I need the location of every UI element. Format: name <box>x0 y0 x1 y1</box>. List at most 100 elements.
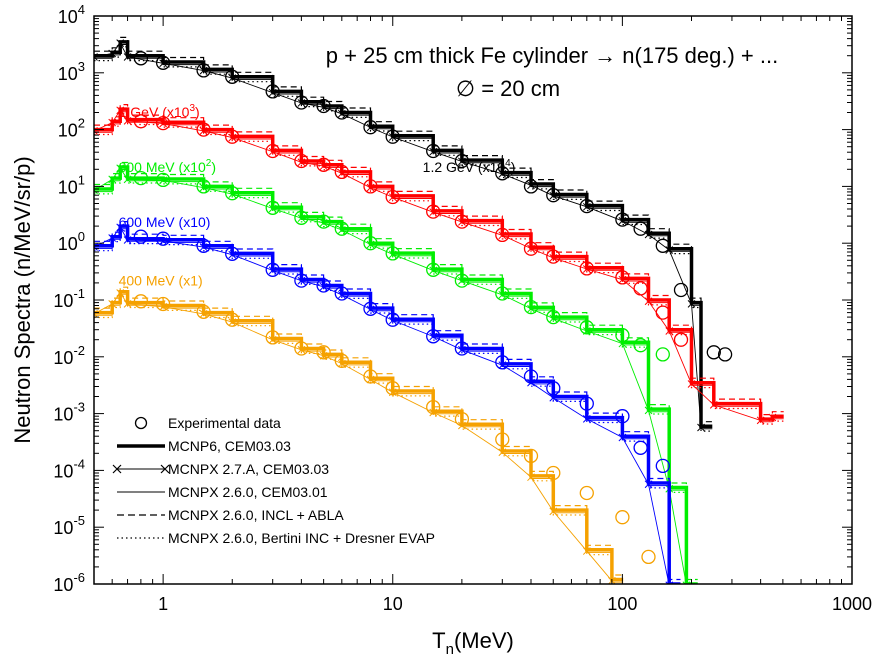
experimental-point <box>265 330 280 345</box>
experimental-point <box>615 409 630 424</box>
legend-cross-marker <box>112 464 122 474</box>
legend-label: MCNPX 2.6.0, Bertini INC + Dresner EVAP <box>168 530 435 546</box>
legend-item: MCNPX 2.6.0, CEM03.01 <box>117 484 328 500</box>
experimental-point <box>615 328 630 343</box>
experimental-point <box>334 353 349 368</box>
model-bertini-line <box>94 296 624 584</box>
x-axis-label: Tn(MeV) <box>432 628 514 658</box>
legend-item: Experimental data <box>134 415 281 431</box>
series-1 <box>94 104 784 425</box>
experimental-point <box>655 458 670 474</box>
series-label: 600 MeV (x10) <box>119 214 211 230</box>
series-label: 1.2 GeV (x104) <box>423 158 516 175</box>
experimental-point <box>363 236 378 251</box>
model-mcnp6-line <box>94 224 681 584</box>
experimental-point <box>363 301 378 316</box>
model-mcnpx260-line <box>94 44 713 430</box>
y-tick-label: 10-4 <box>53 456 85 481</box>
model-mcnp6-line <box>94 107 784 421</box>
experimental-point <box>454 411 470 427</box>
experimental-point <box>155 115 171 131</box>
experimental-point <box>155 231 171 246</box>
experimental-point <box>495 432 510 447</box>
experimental-point <box>546 249 561 264</box>
experimental-point <box>426 204 441 219</box>
experimental-point <box>155 296 171 312</box>
experimental-point <box>385 381 400 396</box>
experimental-point <box>579 320 594 335</box>
experimental-point <box>673 282 689 298</box>
experimental-point <box>633 440 648 455</box>
chart-title-line2: ∅ = 20 cm <box>456 76 560 101</box>
y-tick-label: 100 <box>58 229 85 254</box>
experimental-point <box>615 212 630 227</box>
experimental-point <box>454 214 470 229</box>
model-mcnpx27a-line <box>94 226 670 584</box>
x-tick-label: 1 <box>158 594 168 614</box>
experimental-point <box>495 166 510 181</box>
axis-ticks: 1 10 100 1000 10-6 10-5 10-4 10-3 10-2 10-1 100 101… <box>53 2 872 614</box>
experimental-point <box>133 170 149 186</box>
legend-label: MCNPX 2.6.0, CEM03.01 <box>168 484 328 500</box>
experimental-point <box>196 304 211 319</box>
experimental-point <box>316 214 331 229</box>
experimental-point <box>225 312 240 327</box>
series-3 <box>94 221 681 584</box>
experimental-point <box>454 341 470 356</box>
experimental-point <box>633 281 648 296</box>
experimental-point <box>265 200 280 215</box>
model-bertini-line <box>94 171 687 584</box>
experimental-point <box>334 105 349 120</box>
experimental-point <box>426 262 441 277</box>
experimental-point <box>454 273 470 288</box>
model-mcnpx27a-line <box>94 292 613 582</box>
y-tick-label: 101 <box>58 172 85 197</box>
experimental-point <box>294 210 309 225</box>
x-tick-label: 10 <box>383 594 403 614</box>
experimental-point <box>294 95 309 110</box>
experimental-point <box>196 179 211 194</box>
experimental-point <box>385 246 400 261</box>
experimental-point <box>133 294 149 309</box>
y-tick-label: 102 <box>58 116 85 141</box>
experimental-point <box>316 345 331 360</box>
y-tick-label: 10-2 <box>53 343 85 368</box>
experimental-point <box>334 221 349 236</box>
model-mcnp6-line <box>94 289 624 582</box>
experimental-point <box>265 84 280 99</box>
experimental-point <box>633 221 648 236</box>
experimental-point <box>495 286 510 301</box>
series-labels: 1.2 GeV (x104) 1 GeV (x103) 800 MeV (x102)… <box>119 103 516 288</box>
experimental-point <box>546 309 561 325</box>
experimental-point <box>495 355 510 370</box>
experimental-point <box>523 369 539 384</box>
series-label: 800 MeV (x102) <box>119 158 216 175</box>
experimental-point <box>579 198 594 214</box>
experimental-point <box>294 153 309 169</box>
experimental-point <box>316 157 331 172</box>
experimental-point <box>426 399 441 415</box>
experimental-point <box>155 55 171 70</box>
experimental-point <box>641 549 656 565</box>
experimental-point <box>385 189 400 205</box>
experimental-point <box>546 188 561 203</box>
series-layer <box>94 36 784 584</box>
series-4 <box>94 286 656 584</box>
model-incl-line <box>94 161 698 581</box>
experimental-point <box>133 229 149 244</box>
experimental-point <box>363 120 378 135</box>
chart-title-line1: p + 25 cm thick Fe cylinder → n(175 deg.… <box>326 43 778 68</box>
experimental-point <box>523 241 539 256</box>
experimental-point <box>385 129 400 144</box>
experimental-point <box>334 286 349 301</box>
experimental-point <box>454 153 470 169</box>
experimental-point <box>579 261 594 276</box>
experimental-point <box>673 332 689 347</box>
experimental-point <box>655 347 670 362</box>
y-tick-label: 10-5 <box>53 513 85 538</box>
legend-item: MCNP6, CEM03.03 <box>117 438 291 454</box>
experimental-point <box>426 143 441 159</box>
experimental-point <box>155 172 171 188</box>
legend-label: MCNP6, CEM03.03 <box>168 438 291 454</box>
legend-item: MCNPX 2.6.0, INCL + ABLA <box>117 507 344 523</box>
